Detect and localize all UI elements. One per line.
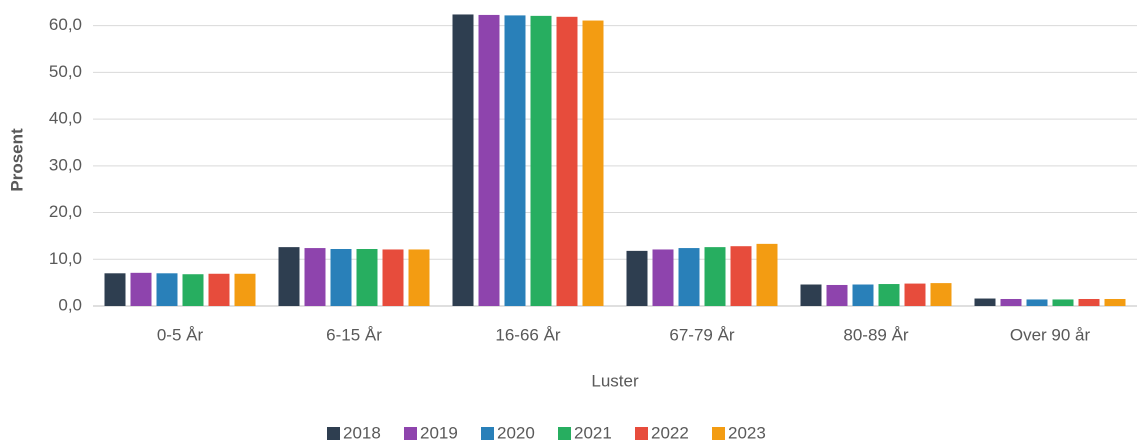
y-tick-label: 0,0 [58,295,82,314]
legend-swatch [481,427,494,440]
x-tick-label: 67-79 År [669,325,735,344]
bar [1052,299,1074,306]
y-tick-label: 40,0 [49,109,82,128]
bar [756,243,778,306]
bar [278,247,300,306]
bar [304,248,326,306]
legend-label: 2023 [728,423,766,442]
bar [800,284,822,306]
bar [626,250,648,306]
bar [156,273,178,306]
x-axis-title: Luster [591,371,639,390]
y-tick-label: 30,0 [49,155,82,174]
legend-swatch [635,427,648,440]
bar [130,272,152,306]
legend-label: 2019 [420,423,458,442]
y-tick-label: 50,0 [49,62,82,81]
bar [530,15,552,306]
legend-label: 2022 [651,423,689,442]
y-tick-label: 10,0 [49,249,82,268]
bar [1000,298,1022,306]
legend-label: 2018 [343,423,381,442]
bar [704,247,726,306]
bar [678,248,700,306]
bar [104,273,126,306]
x-tick-label: 6-15 År [326,325,382,344]
legend-swatch [404,427,417,440]
y-tick-label: 60,0 [49,15,82,34]
y-tick-label: 20,0 [49,202,82,221]
bar [1078,298,1100,306]
bar [356,249,378,306]
x-tick-label: Over 90 år [1010,325,1091,344]
legend-swatch [558,427,571,440]
bar [878,284,900,306]
bar [904,283,926,306]
legend-swatch [327,427,340,440]
bar [452,14,474,307]
y-axis-title: Prosent [7,128,26,192]
x-tick-label: 16-66 År [495,325,561,344]
bar [208,273,230,306]
bar [1104,298,1126,306]
bar [556,16,578,307]
bar [182,274,204,306]
bar [582,20,604,306]
legend-label: 2021 [574,423,612,442]
bar [330,249,352,306]
x-tick-label: 80-89 År [843,325,909,344]
bar [382,249,404,306]
bar [826,284,848,306]
bar [408,249,430,306]
bar [652,249,674,306]
bar [930,283,952,306]
x-tick-label: 0-5 År [157,325,204,344]
bar [1026,299,1048,306]
bar [974,298,996,306]
bar [234,273,256,306]
bar [730,246,752,306]
bar [504,15,526,306]
bar [852,284,874,306]
bar [478,14,500,307]
legend-swatch [712,427,725,440]
legend-label: 2020 [497,423,535,442]
